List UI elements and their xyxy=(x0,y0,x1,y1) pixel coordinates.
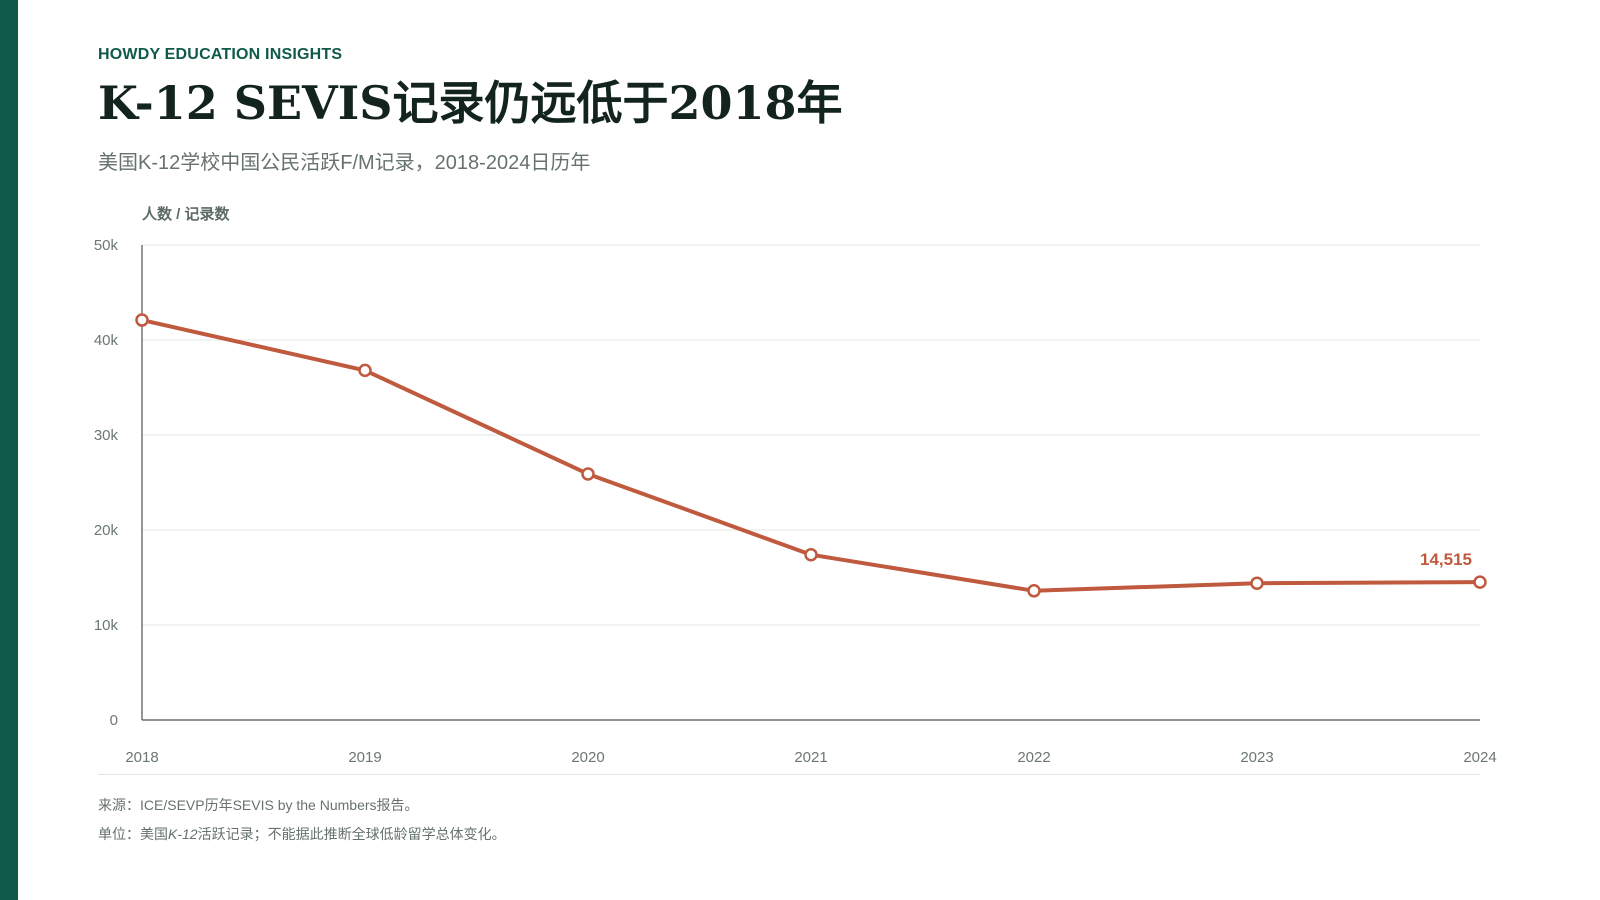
series xyxy=(135,313,1487,598)
x-tick-label: 2024 xyxy=(1463,749,1496,766)
data-point xyxy=(581,467,595,481)
data-point xyxy=(358,363,372,378)
data-point xyxy=(135,313,149,327)
data-point xyxy=(1027,584,1041,598)
unit-note-prefix: 单位：美国 xyxy=(98,826,168,842)
footer-divider xyxy=(98,774,1480,775)
unit-note-suffix: 活跃记录；不能据此推断全球低龄留学总体变化。 xyxy=(197,826,506,842)
y-tick-label: 20k xyxy=(94,522,119,539)
x-tick-label: 2022 xyxy=(1017,749,1050,766)
data-label: 14,515 xyxy=(1420,550,1472,569)
data-point xyxy=(1473,575,1487,589)
page-title: K-12 SEVIS记录仍远低于2018年 xyxy=(98,76,843,130)
data-point xyxy=(804,547,818,562)
y-tick-label: 0 xyxy=(110,712,118,729)
axes: 人数 / 记录数 xyxy=(141,205,1480,721)
x-tick-label: 2019 xyxy=(348,749,381,766)
brand-accent-bar xyxy=(0,0,18,900)
x-tick-label: 2023 xyxy=(1240,749,1273,766)
line-chart: 人数 / 记录数 0 10k 20k 30k 40k 50k 2018 2019 2020 20… xyxy=(0,195,1600,785)
y-tick-labels: 0 10k 20k 30k 40k 50k xyxy=(94,237,119,729)
unit-note-italic: K-12 xyxy=(168,826,198,842)
y-tick-label: 30k xyxy=(94,427,119,444)
brand-eyebrow: HOWDY EDUCATION INSIGHTS xyxy=(98,46,343,63)
x-tick-label: 2018 xyxy=(125,749,158,766)
y-tick-label: 10k xyxy=(94,617,119,634)
gridlines xyxy=(142,244,1480,626)
x-tick-labels: 2018 2019 2020 2021 2022 2023 2024 xyxy=(125,749,1496,766)
unit-note: 单位：美国K-12活跃记录；不能据此推断全球低龄留学总体变化。 xyxy=(98,824,506,844)
x-tick-label: 2020 xyxy=(571,749,604,766)
data-labels: 14,515 xyxy=(1420,550,1472,569)
page-subtitle: 美国K-12学校中国公民活跃F/M记录，2018-2024日历年 xyxy=(98,152,591,174)
y-axis-title: 人数 / 记录数 xyxy=(142,205,231,223)
source-note: 来源：ICE/SEVP历年SEVIS by the Numbers报告。 xyxy=(98,797,419,813)
data-point xyxy=(1250,576,1264,590)
y-tick-label: 40k xyxy=(94,332,119,349)
y-tick-label: 50k xyxy=(94,237,119,254)
x-tick-label: 2021 xyxy=(794,749,827,766)
